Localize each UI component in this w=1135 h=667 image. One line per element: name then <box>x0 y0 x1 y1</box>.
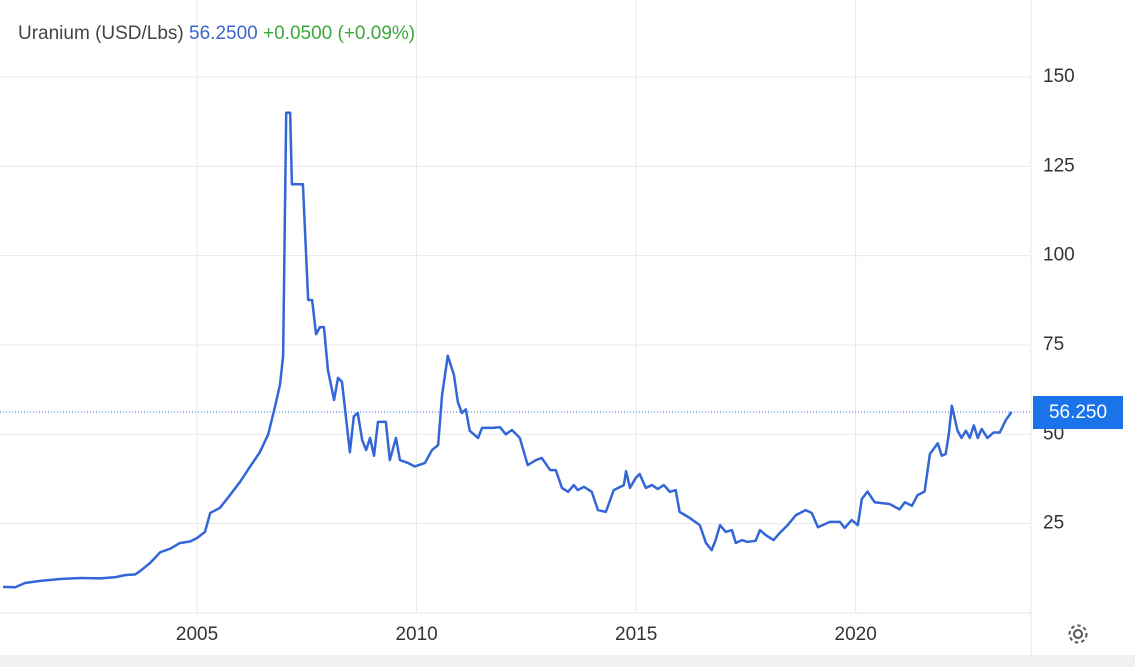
x-tick-label: 2015 <box>615 624 657 645</box>
y-tick-label: 25 <box>1043 513 1064 534</box>
x-tick-label: 2020 <box>835 624 877 645</box>
price-line <box>2 111 1013 589</box>
settings-icon[interactable] <box>1068 624 1088 644</box>
current-price-box <box>1033 396 1123 429</box>
header: Uranium (USD/Lbs) 56.2500 +0.0500 (+0.09… <box>18 23 415 44</box>
y-tick-label: 150 <box>1043 66 1075 87</box>
y-tick-label: 125 <box>1043 155 1075 176</box>
current-price-label: 56.250 <box>1049 402 1107 423</box>
y-tick-label: 75 <box>1043 334 1064 355</box>
x-tick-label: 2005 <box>176 624 218 645</box>
instrument-title: Uranium (USD/Lbs) <box>18 23 184 44</box>
x-tick-label: 2010 <box>395 624 437 645</box>
y-tick-label: 100 <box>1043 245 1075 266</box>
price: 56.2500 <box>189 23 258 44</box>
bottom-strip <box>0 655 1135 667</box>
price-change: +0.0500 (+0.09%) <box>263 23 415 44</box>
